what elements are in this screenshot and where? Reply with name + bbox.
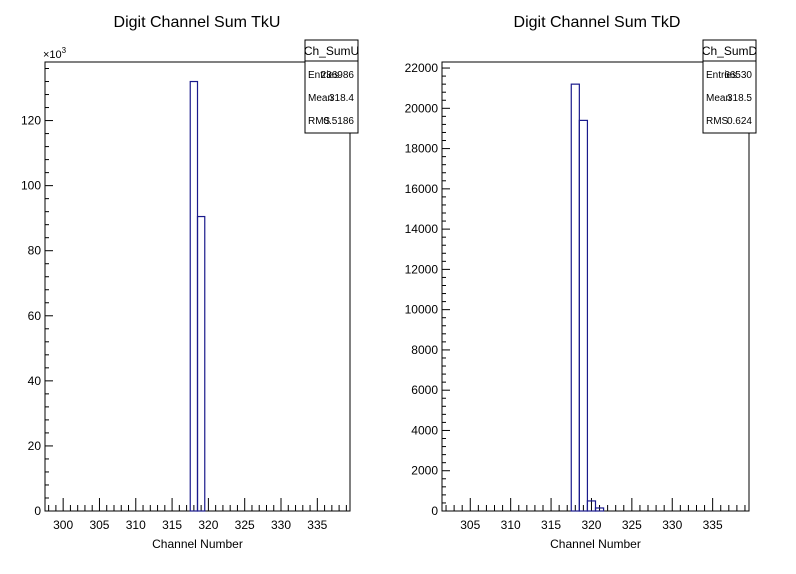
stats-value: 236986 — [321, 70, 355, 81]
y-tick-label: 4000 — [411, 423, 438, 437]
stats-value: 0.5186 — [323, 116, 354, 127]
x-tick-label: 325 — [235, 518, 255, 532]
y-tick-label: 6000 — [411, 383, 438, 397]
y-tick-label: 16000 — [405, 182, 439, 196]
stats-label: Mean — [308, 93, 333, 104]
y-tick-label: 20000 — [405, 101, 439, 115]
y-tick-label: 18000 — [405, 142, 439, 156]
y-exponent-label: ×103 — [43, 46, 67, 61]
x-tick-label: 335 — [703, 518, 723, 532]
x-tick-label: 305 — [460, 518, 480, 532]
stats-box-frame — [304, 39, 359, 134]
stats-label: Mean — [706, 93, 731, 104]
x-tick-label: 335 — [307, 518, 327, 532]
stats-value: 66530 — [724, 70, 752, 81]
y-tick-label: 40 — [28, 374, 42, 388]
stats-label: RMS — [706, 116, 729, 127]
x-tick-label: 305 — [89, 518, 109, 532]
stats-name: Ch_SumD — [702, 44, 758, 58]
x-tick-label: 315 — [162, 518, 182, 532]
x-tick-label: 315 — [541, 518, 561, 532]
histogram-bar — [570, 83, 580, 512]
y-tick-label: 2000 — [411, 464, 438, 478]
stats-box-frame — [702, 39, 757, 134]
stats-value: 318.4 — [329, 93, 354, 104]
y-tick-label: 20 — [28, 439, 42, 453]
x-tick-label: 330 — [662, 518, 682, 532]
stats-value: 318.5 — [727, 93, 752, 104]
x-tick-label: 330 — [271, 518, 291, 532]
y-tick-label: 10000 — [405, 303, 439, 317]
x-axis-label: Channel Number — [152, 537, 243, 551]
histogram-bar — [578, 119, 589, 512]
x-tick-label: 320 — [581, 518, 601, 532]
x-tick-label: 310 — [126, 518, 146, 532]
x-tick-label: 325 — [622, 518, 642, 532]
chart-title: Digit Channel Sum TkU — [114, 14, 281, 31]
y-tick-label: 120 — [21, 114, 41, 128]
x-tick-label: 310 — [501, 518, 521, 532]
stats-label: Entries — [308, 70, 339, 81]
histogram-bar — [189, 80, 199, 512]
y-tick-label: 80 — [28, 244, 42, 258]
stats-label: Entries — [706, 70, 737, 81]
histogram-bar — [594, 507, 605, 512]
chart-title: Digit Channel Sum TkD — [514, 14, 681, 31]
y-tick-label: 8000 — [411, 343, 438, 357]
x-tick-label: 300 — [53, 518, 73, 532]
y-tick-label: 22000 — [405, 61, 439, 75]
x-axis-label: Channel Number — [550, 537, 641, 551]
histogram-bar — [586, 500, 597, 512]
stats-label: RMS — [308, 116, 331, 127]
histogram-panel-1: Digit Channel Sum TkU 0 20 40 60 80 100 120 ×103… — [21, 14, 359, 551]
histogram-bar — [196, 215, 206, 512]
x-tick-label: 320 — [198, 518, 218, 532]
y-tick-label: 0 — [431, 504, 438, 518]
histogram-panel-2: Digit Channel Sum TkD 0 2000 4000 6000 8000 10… — [405, 14, 758, 551]
y-tick-label: 100 — [21, 179, 41, 193]
y-tick-label: 14000 — [405, 222, 439, 236]
stats-value: 0.624 — [727, 116, 752, 127]
y-tick-label: 0 — [34, 504, 41, 518]
y-tick-label: 12000 — [405, 262, 439, 276]
stats-name: Ch_SumU — [304, 44, 359, 58]
y-tick-label: 60 — [28, 309, 42, 323]
